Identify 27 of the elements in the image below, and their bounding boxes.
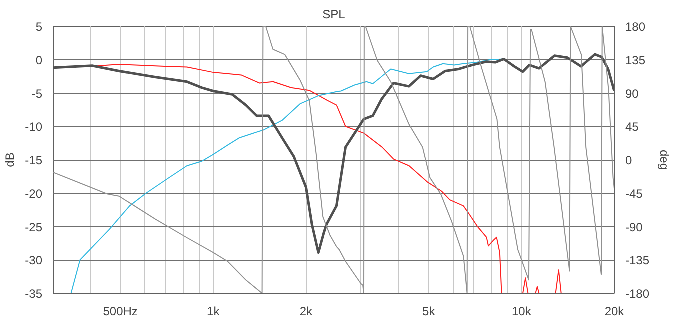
y-tick-label: 5 bbox=[36, 20, 43, 34]
y2-tick-label: -45 bbox=[626, 186, 644, 201]
x-tick-label: 20k bbox=[604, 304, 626, 318]
y-tick-label: -15 bbox=[25, 154, 43, 168]
y-axis-title: dB bbox=[3, 152, 18, 168]
x-tick-label: 500Hz bbox=[103, 304, 138, 318]
y-tick-label: -10 bbox=[25, 120, 43, 134]
y-tick-label: -5 bbox=[32, 86, 43, 101]
y2-tick-label: 45 bbox=[626, 120, 640, 134]
y2-tick-label: 180 bbox=[626, 20, 646, 34]
x-tick-label: 2k bbox=[300, 304, 314, 318]
y2-tick-label: -180 bbox=[626, 287, 650, 301]
y2-tick-label: -135 bbox=[626, 254, 650, 268]
y-tick-label: -30 bbox=[25, 254, 43, 268]
y2-tick-label: 135 bbox=[626, 53, 646, 68]
y-tick-label: -25 bbox=[25, 220, 43, 234]
y2-axis-title: deg bbox=[658, 150, 672, 170]
chart-title: SPL bbox=[322, 8, 346, 22]
y2-tick-label: 90 bbox=[626, 86, 640, 101]
y2-tick-label: -90 bbox=[626, 220, 644, 234]
x-tick-label: 1k bbox=[207, 304, 221, 318]
y-tick-label: -35 bbox=[25, 287, 43, 301]
x-tick-label: 5k bbox=[422, 304, 436, 318]
x-tick-label: 10k bbox=[512, 304, 532, 318]
y-tick-label: -20 bbox=[25, 186, 43, 201]
y2-tick-label: 0 bbox=[626, 154, 632, 168]
y-tick-label: 0 bbox=[36, 53, 43, 68]
